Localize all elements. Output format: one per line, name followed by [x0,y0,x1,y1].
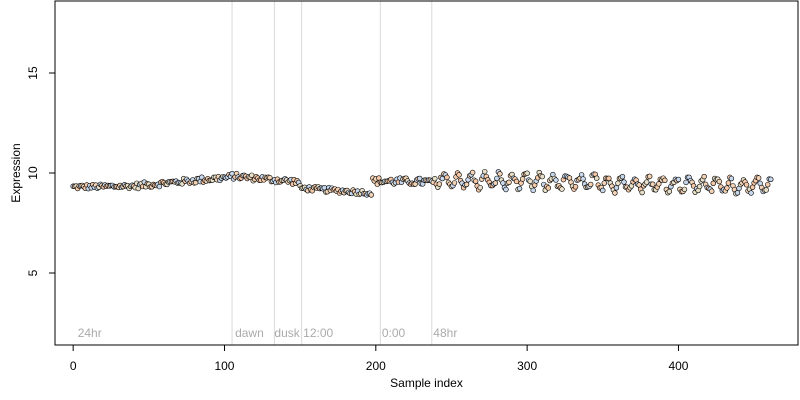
data-point [416,175,423,182]
data-point [497,171,503,177]
data-point [606,175,612,182]
data-point [572,184,579,190]
data-point [451,180,458,186]
data-point [612,190,618,196]
data-point [472,178,479,184]
data-point [594,175,600,181]
data-point [580,176,586,182]
data-points [70,168,774,198]
data-point [696,183,703,190]
event-annotations: 24hr dawn dusk 12:00 0:00 48hr [78,326,458,340]
data-point [494,175,500,182]
data-point [748,190,754,196]
data-point [716,178,723,185]
data-point [650,181,656,187]
data-point [666,188,673,195]
data-point [683,179,689,186]
data-point [765,181,771,188]
data-point [675,176,682,183]
data-point [432,175,438,182]
data-point [477,184,483,191]
data-point [492,180,499,186]
data-point [600,187,606,194]
data-point [601,180,608,186]
event-annotation-label: 12:00 [303,326,333,340]
plot-frame [54,0,799,346]
data-point [553,177,559,183]
data-point [469,169,476,176]
data-point [615,180,621,186]
data-point [725,180,732,186]
x-tick-label: 400 [668,359,688,373]
data-point [436,181,443,187]
data-point [613,185,620,191]
data-point [506,179,512,186]
event-annotation-label: dusk [274,326,300,340]
data-point [621,179,627,185]
data-point [559,186,565,192]
y-tick-label: 15 [26,66,40,80]
data-point [368,192,374,198]
data-point [545,185,552,191]
data-point [710,180,716,187]
data-point [500,180,506,186]
x-tick-label: 300 [517,359,537,373]
event-annotation-label: 24hr [78,326,102,340]
y-tick-label: 10 [26,166,40,180]
data-point [456,172,462,178]
y-axis: 5 10 15 [26,66,55,276]
data-point [524,170,530,176]
data-point [639,189,645,196]
data-point [709,188,715,194]
data-point [519,176,526,182]
x-tick-label: 0 [70,359,77,373]
y-axis-label: Expression [9,143,23,202]
data-point [527,178,533,184]
data-point [587,181,594,188]
data-point [734,190,741,196]
data-point [513,178,520,185]
data-point [643,179,650,185]
x-tick-label: 100 [214,359,234,373]
data-point [763,187,769,193]
data-point [463,181,470,188]
event-annotation-label: dawn [235,326,264,340]
data-point [516,185,523,192]
data-point [619,173,626,180]
x-axis: 0 100 200 300 400 [70,345,689,373]
event-vertical-lines [231,1,433,345]
data-point [743,182,750,188]
data-point [662,177,668,183]
data-point [728,175,735,182]
y-tick-label: 5 [26,269,40,276]
x-tick-label: 200 [366,359,386,373]
event-annotation-label: 48hr [433,326,457,340]
x-axis-label: Sample index [390,376,463,390]
data-point [701,173,707,180]
event-annotation-label: 0:00 [382,326,406,340]
data-point [539,173,545,180]
data-point [647,173,653,180]
data-point [482,168,488,175]
data-point [444,174,450,181]
data-point [530,187,536,194]
data-point [681,186,688,193]
data-point [503,186,509,193]
data-point [724,185,730,191]
data-point [755,175,762,181]
data-point [768,176,774,183]
